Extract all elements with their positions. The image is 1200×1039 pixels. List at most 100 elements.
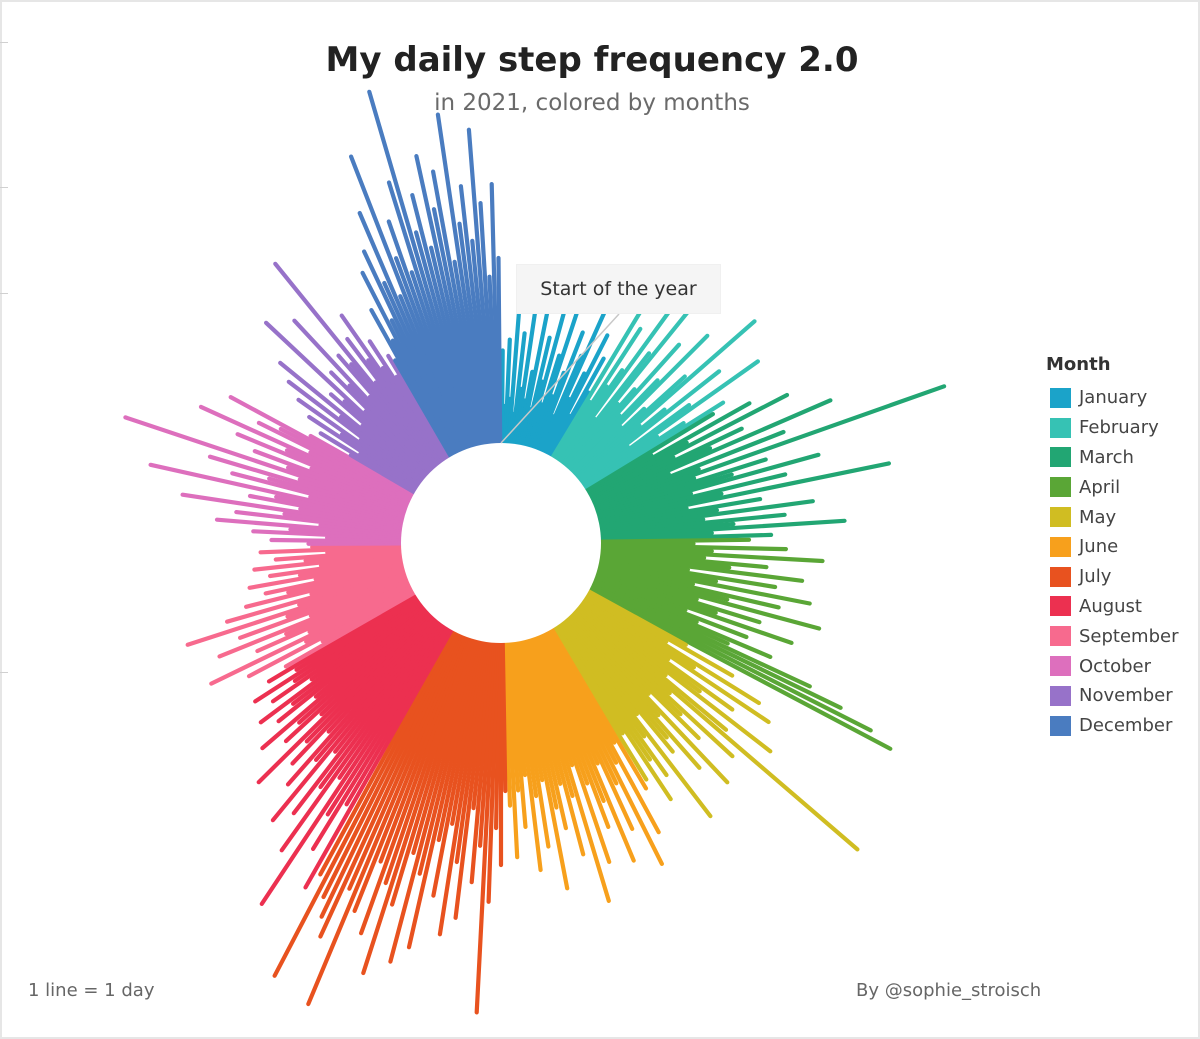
- day-bar: [398, 294, 467, 455]
- legend-label: August: [1079, 595, 1142, 617]
- day-bar: [272, 627, 458, 978]
- day-bar: [259, 622, 449, 907]
- day-bar: [564, 342, 682, 473]
- legend-swatch: [1050, 387, 1071, 408]
- day-bar: [217, 577, 413, 659]
- day-bar: [520, 636, 569, 831]
- edge-tick: [0, 672, 8, 673]
- day-bar: [588, 398, 833, 507]
- day-bar: [258, 599, 425, 725]
- day-bar: [286, 379, 426, 486]
- day-bar: [489, 182, 501, 448]
- day-bar: [252, 551, 406, 572]
- day-bar: [225, 567, 409, 624]
- day-bar: [469, 638, 495, 885]
- day-bar: [577, 599, 702, 694]
- day-bar: [555, 620, 669, 778]
- day-bar: [383, 633, 472, 886]
- day-bar: [550, 624, 649, 782]
- day-bar: [256, 420, 416, 502]
- day-bar: [569, 608, 683, 717]
- day-bar: [578, 598, 735, 712]
- day-bar: [436, 636, 483, 843]
- day-bar: [596, 546, 825, 564]
- day-bar: [572, 319, 757, 481]
- day-bar: [478, 638, 497, 848]
- day-bar: [576, 600, 773, 754]
- day-bar: [437, 637, 488, 937]
- edge-tick: [0, 293, 8, 294]
- day-bar: [542, 628, 665, 867]
- day-bar: [552, 326, 643, 463]
- day-bar: [595, 497, 763, 529]
- day-bar: [573, 604, 860, 852]
- legend-item-september: September: [1046, 621, 1179, 651]
- legend-label: May: [1079, 506, 1117, 528]
- day-bar: [596, 542, 789, 552]
- day-bar: [541, 629, 619, 786]
- legend-swatch: [1050, 417, 1071, 438]
- day-bar: [361, 634, 474, 976]
- legend-items: January February March April May June July Augu…: [1046, 383, 1179, 741]
- day-bar: [527, 634, 611, 904]
- day-bar: [471, 638, 493, 811]
- edge-tick: [0, 42, 8, 43]
- day-bar: [431, 169, 486, 449]
- day-bar: [291, 600, 426, 706]
- day-bar: [349, 154, 468, 454]
- day-bar: [276, 602, 427, 724]
- day-bar: [496, 255, 503, 448]
- legend-item-january: January: [1046, 383, 1179, 413]
- day-bar: [568, 609, 701, 741]
- day-bar: [478, 201, 498, 448]
- legend-label: October: [1079, 655, 1152, 677]
- day-bar: [362, 249, 462, 457]
- day-bar: [587, 583, 843, 710]
- day-bar: [235, 432, 413, 508]
- day-bar: [582, 592, 762, 706]
- day-bar: [339, 313, 447, 465]
- day-bar: [566, 612, 730, 785]
- day-bar: [571, 374, 687, 480]
- day-bar: [517, 637, 570, 891]
- legend-item-february: February: [1046, 413, 1179, 443]
- day-bar: [267, 476, 409, 519]
- day-bar: [180, 492, 407, 531]
- day-bar: [596, 553, 805, 583]
- day-bar: [524, 308, 567, 451]
- day-bar: [207, 454, 410, 518]
- day-bar: [238, 574, 411, 640]
- day-bar: [544, 627, 619, 765]
- legend-swatch: [1050, 685, 1071, 706]
- day-bar: [382, 280, 463, 456]
- day-bar: [264, 320, 432, 479]
- day-bar: [318, 626, 457, 877]
- day-bar: [525, 635, 575, 799]
- day-bar: [230, 471, 409, 521]
- day-bar: [522, 636, 563, 786]
- legend-swatch: [1050, 596, 1071, 617]
- day-bar: [594, 461, 892, 526]
- day-bar: [123, 415, 411, 514]
- day-bar: [367, 89, 476, 451]
- day-bar: [431, 637, 485, 898]
- day-bar: [414, 154, 483, 450]
- day-bar: [518, 636, 559, 810]
- day-bar: [394, 256, 470, 454]
- legend-title: Month: [1046, 354, 1111, 375]
- day-bar: [513, 637, 551, 849]
- day-bar: [253, 593, 421, 704]
- day-bar: [560, 290, 706, 469]
- day-bar: [487, 274, 499, 448]
- day-bar: [567, 333, 710, 476]
- month-legend: Month January February March April May June Ju…: [1046, 354, 1179, 741]
- day-bar: [247, 558, 407, 590]
- day-bar: [586, 585, 873, 733]
- day-bar: [294, 592, 420, 672]
- legend-swatch: [1050, 626, 1071, 647]
- day-bar: [388, 635, 479, 964]
- day-bar: [313, 603, 428, 699]
- day-bar: [574, 603, 729, 732]
- day-bar: [589, 579, 773, 660]
